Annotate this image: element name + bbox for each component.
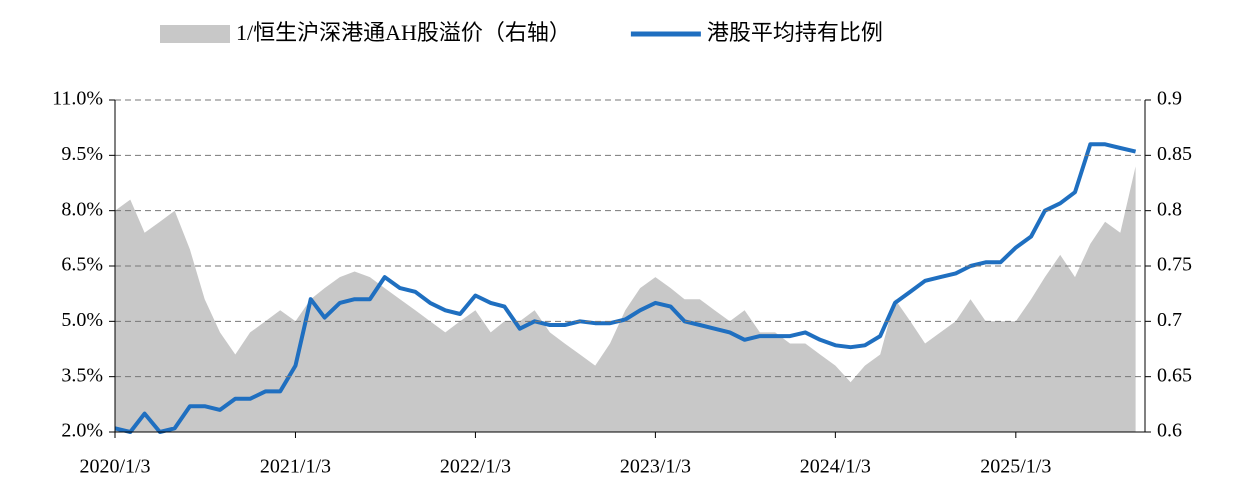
area: [115, 166, 1136, 432]
y2-tick-label: 0.7: [1157, 309, 1182, 331]
y-tick-label: 9.5%: [61, 143, 103, 165]
x-tick-label: 2023/1/3: [620, 456, 691, 478]
legend-label: 港股平均持有比例: [707, 20, 883, 45]
y-tick-label: 8.0%: [61, 198, 103, 220]
y2-tick-label: 0.75: [1157, 254, 1192, 276]
y-tick-label: 6.5%: [61, 254, 103, 276]
x-tick-label: 2021/1/3: [260, 456, 331, 478]
line: [114, 142, 1137, 434]
y2-tick-label: 0.6: [1157, 420, 1182, 442]
x-tick-label: 2020/1/3: [79, 456, 150, 478]
x-tick-label: 2025/1/3: [980, 456, 1051, 478]
y2-tick-label: 0.9: [1157, 88, 1182, 110]
y-tick-label: 5.0%: [61, 309, 103, 331]
y2-tick-label: 0.85: [1157, 143, 1192, 165]
y-tick-label: 2.0%: [61, 420, 103, 442]
legend-swatch: [160, 25, 230, 43]
y2-tick-label: 0.65: [1157, 364, 1192, 386]
x-tick-label: 2022/1/3: [440, 456, 511, 478]
x-tick-label: 2024/1/3: [800, 456, 871, 478]
legend-label: 1/恒生沪深港通AH股溢价（右轴）: [236, 20, 571, 45]
y2-tick-label: 0.8: [1157, 198, 1182, 220]
y-tick-label: 3.5%: [61, 364, 103, 386]
legend: 1/恒生沪深港通AH股溢价（右轴） 港股平均持有比例: [160, 20, 883, 45]
y-tick-label: 11.0%: [52, 88, 103, 110]
